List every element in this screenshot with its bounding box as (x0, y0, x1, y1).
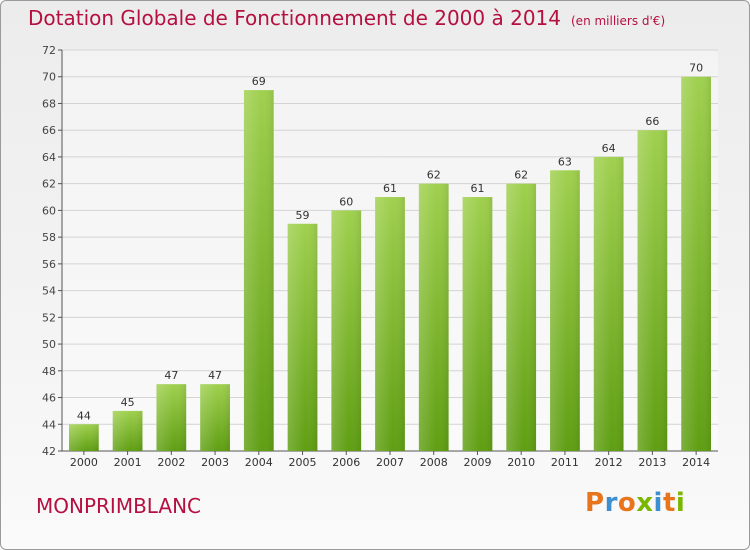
x-tick-label: 2005 (289, 456, 317, 469)
x-tick-label: 2001 (114, 456, 142, 469)
bar-shade (243, 90, 274, 451)
data-label: 47 (164, 369, 178, 382)
x-tick-label: 2010 (507, 456, 535, 469)
bar-shade (506, 183, 537, 451)
data-label: 61 (383, 182, 397, 195)
data-label: 62 (514, 169, 528, 182)
data-label: 66 (645, 115, 659, 128)
y-tick-label: 42 (42, 445, 56, 458)
x-tick-label: 2000 (70, 456, 98, 469)
data-label: 70 (689, 62, 703, 75)
x-tick-label: 2002 (157, 456, 185, 469)
y-tick-label: 60 (42, 204, 56, 217)
bar-shade (681, 76, 712, 451)
logo-letter: x (636, 488, 654, 518)
logo-letter: P (585, 488, 605, 518)
x-tick-label: 2011 (551, 456, 579, 469)
bar-shade (112, 410, 143, 451)
data-label: 44 (77, 409, 91, 422)
data-label: 47 (208, 369, 222, 382)
data-label: 45 (121, 396, 135, 409)
bar-shade (375, 197, 405, 451)
data-label: 69 (252, 75, 266, 88)
y-tick-label: 68 (42, 97, 56, 110)
y-tick-label: 56 (42, 258, 56, 271)
y-tick-label: 46 (42, 392, 56, 405)
commune-name: MONPRIMBLANC (36, 494, 201, 518)
logo-letter: i (653, 488, 663, 518)
bar-shade (637, 130, 668, 451)
y-tick-label: 62 (42, 178, 56, 191)
x-tick-label: 2012 (595, 456, 623, 469)
x-tick-label: 2013 (638, 456, 666, 469)
data-label: 61 (470, 182, 484, 195)
bar-shade (593, 156, 624, 451)
x-tick-label: 2003 (201, 456, 229, 469)
data-label: 59 (296, 209, 310, 222)
y-tick-label: 54 (42, 285, 56, 298)
x-tick-label: 2007 (376, 456, 404, 469)
y-tick-label: 70 (42, 71, 56, 84)
y-tick-label: 66 (42, 124, 56, 137)
bar-shade (156, 384, 187, 451)
proxiti-logo[interactable]: Proxiti (585, 488, 685, 518)
bar-shade (550, 170, 580, 452)
chart-title: Dotation Globale de Fonctionnement de 20… (28, 6, 665, 30)
logo-letter: r (604, 488, 618, 518)
logo-letter: i (675, 488, 686, 518)
chart-subtitle: (en milliers d'€) (571, 14, 666, 28)
bar-shade (418, 183, 449, 451)
x-tick-label: 2009 (463, 456, 491, 469)
y-tick-label: 58 (42, 231, 56, 244)
bar-shade (331, 210, 362, 451)
bar-shade (462, 197, 493, 451)
y-tick-label: 48 (42, 365, 56, 378)
y-tick-label: 44 (42, 418, 56, 431)
chart-title-text: Dotation Globale de Fonctionnement de 20… (28, 6, 561, 30)
bar-shade (200, 384, 230, 451)
y-tick-label: 64 (42, 151, 56, 164)
bar-shade (68, 424, 99, 451)
data-label: 60 (339, 195, 353, 208)
x-tick-label: 2014 (682, 456, 710, 469)
x-tick-label: 2008 (420, 456, 448, 469)
data-label: 64 (602, 142, 616, 155)
x-tick-label: 2006 (332, 456, 360, 469)
y-tick-label: 72 (42, 44, 56, 57)
logo-letter: o (617, 488, 637, 518)
data-label: 62 (427, 169, 441, 182)
data-label: 63 (558, 155, 572, 168)
y-tick-label: 52 (42, 311, 56, 324)
y-tick-label: 50 (42, 338, 56, 351)
bar-shade (287, 223, 318, 451)
x-tick-label: 2004 (245, 456, 273, 469)
logo-letter: t (662, 488, 676, 518)
